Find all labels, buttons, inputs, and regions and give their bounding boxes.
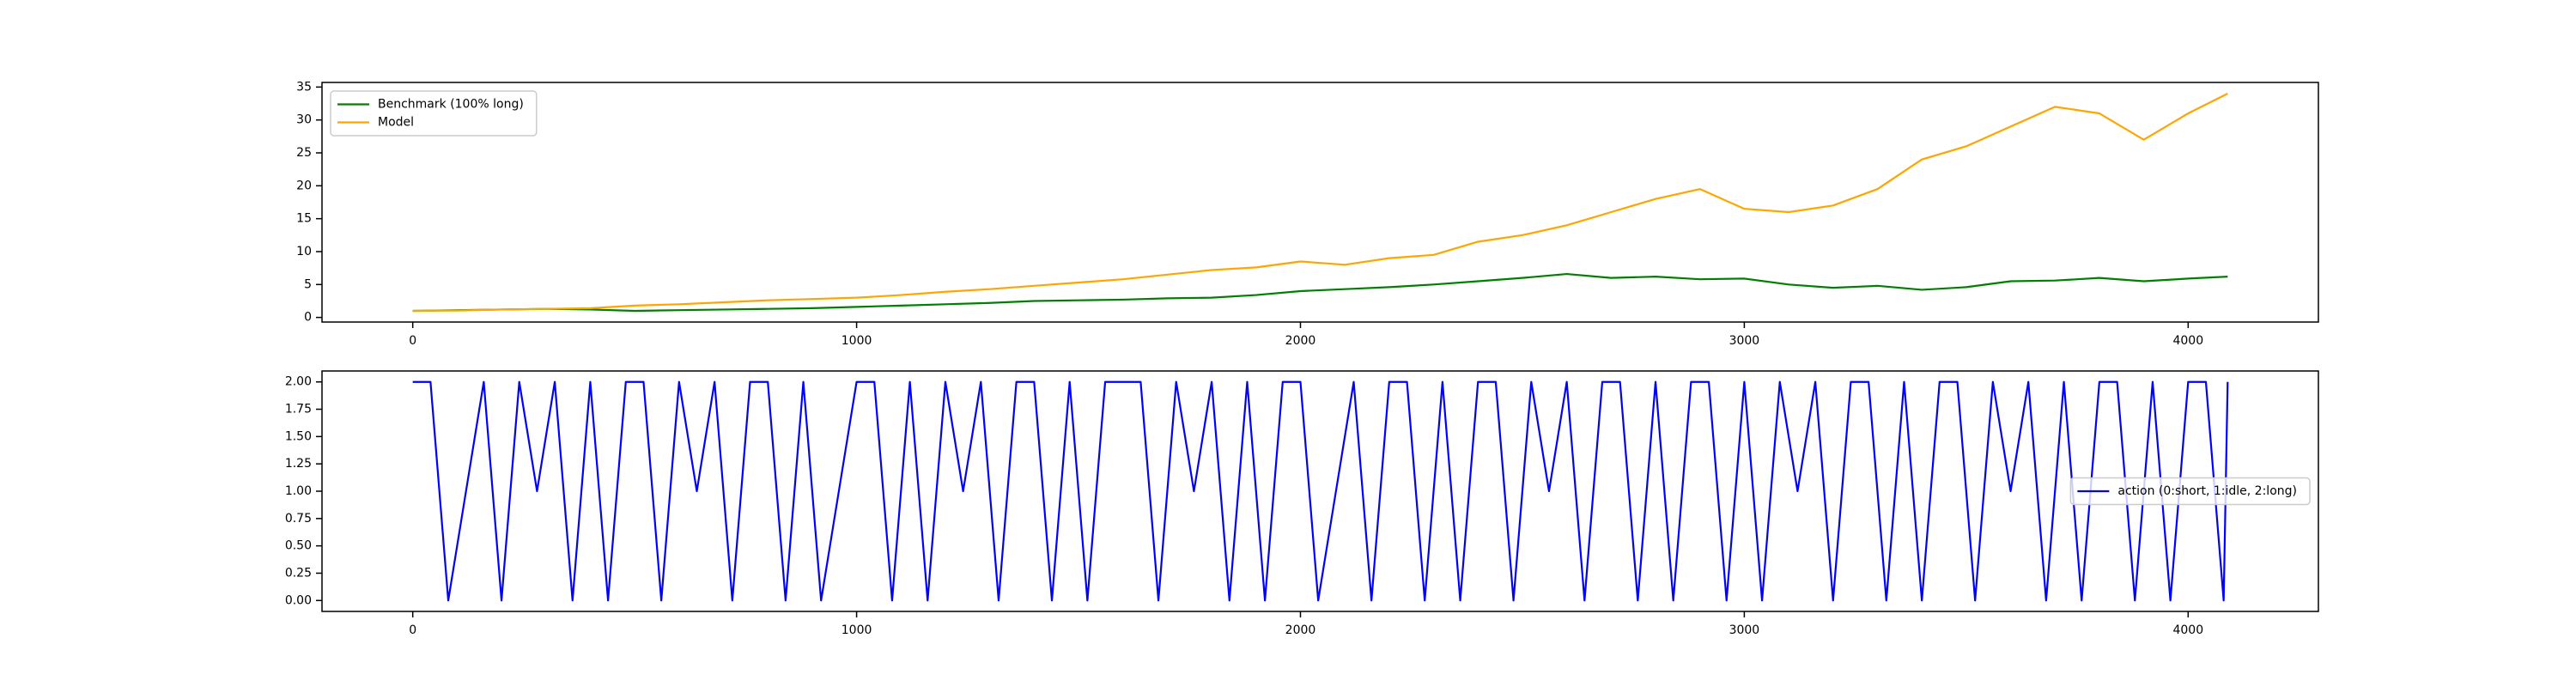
y-tick-label: 20 — [296, 179, 312, 192]
x-tick-label: 3000 — [1729, 334, 1760, 348]
x-tick-label: 1000 — [841, 623, 872, 637]
x-tick-label: 4000 — [2172, 334, 2203, 348]
legend-label: action (0:short, 1:idle, 2:long) — [2117, 484, 2297, 498]
data-line — [412, 272, 2228, 313]
data-line — [412, 380, 2229, 602]
y-tick-label: 1.00 — [285, 484, 312, 498]
plot-area — [322, 82, 2318, 322]
x-tick-label: 0 — [409, 334, 416, 348]
y-tick-label: 35 — [296, 80, 312, 94]
y-tick-label: 1.75 — [285, 403, 312, 416]
axes-frame — [321, 82, 2319, 323]
y-tick-label: 1.50 — [285, 429, 312, 443]
legend-label: Model — [378, 116, 414, 130]
x-tick-label: 1000 — [841, 334, 872, 348]
y-tick-label: 1.25 — [285, 457, 312, 471]
x-tick-label: 0 — [409, 623, 416, 637]
y-tick-label: 10 — [296, 245, 312, 258]
x-tick-label: 4000 — [2172, 623, 2203, 637]
y-tick-label: 5 — [304, 277, 312, 291]
y-tick-label: 0.50 — [285, 539, 312, 553]
y-tick-label: 2.00 — [285, 375, 312, 389]
y-tick-label: 0.75 — [285, 512, 312, 526]
y-tick-label: 15 — [296, 212, 312, 226]
y-tick-label: 0.00 — [285, 593, 312, 607]
x-tick-label: 2000 — [1285, 623, 1316, 637]
data-line — [412, 93, 2228, 313]
axes-frame — [321, 370, 2319, 612]
y-tick-label: 0 — [304, 311, 312, 325]
y-tick-label: 30 — [296, 113, 312, 127]
y-tick-label: 0.25 — [285, 566, 312, 580]
legend: Benchmark (100% long) Model — [330, 90, 538, 137]
plot-area — [322, 371, 2318, 611]
legend: action (0:short, 1:idle, 2:long) — [2069, 477, 2311, 506]
x-tick-label: 2000 — [1285, 334, 1316, 348]
x-tick-label: 3000 — [1729, 623, 1760, 637]
legend-label: Benchmark (100% long) — [378, 98, 524, 112]
legend-frame — [2069, 477, 2311, 506]
legend-frame — [330, 90, 538, 137]
y-tick-label: 25 — [296, 146, 312, 160]
